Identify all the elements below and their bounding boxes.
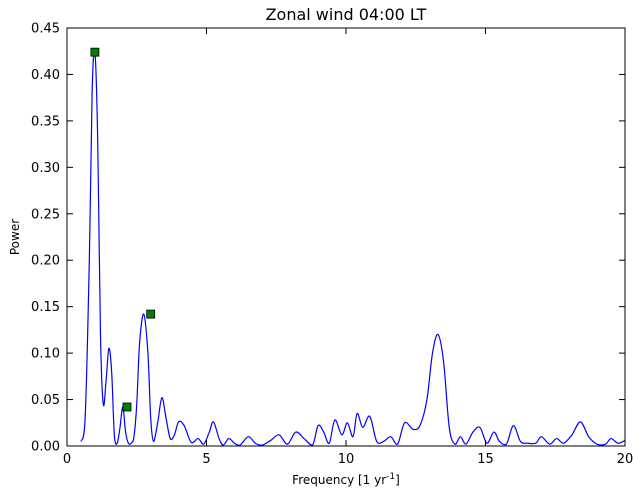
x-axis-label: Frequency [1 yr-1] [292, 472, 400, 487]
power-spectrum-line [80, 49, 626, 446]
y-tick-label: 0.10 [31, 347, 60, 362]
chart-title: Zonal wind 04:00 LT [266, 5, 427, 24]
y-tick-label: 0.35 [31, 114, 60, 129]
peak-marker [146, 309, 156, 319]
y-tick-label: 0.00 [31, 440, 60, 455]
x-tick-label: 5 [202, 452, 210, 467]
x-tick-label: 0 [63, 452, 71, 467]
axis-ticks: 0 5 10 15 20 0.00 0.05 0.10 0.15 0.20 0.25 0.30 0.35… [31, 22, 633, 468]
x-tick-label: 10 [338, 452, 355, 467]
y-axis-label: Power [8, 219, 22, 255]
axes-frame [66, 27, 626, 447]
y-tick-label: 0.15 [31, 300, 60, 315]
y-tick-label: 0.25 [31, 207, 60, 222]
y-tick-label: 0.20 [31, 254, 60, 269]
y-tick-label: 0.40 [31, 68, 60, 83]
y-tick-label: 0.45 [31, 22, 60, 37]
peak-marker [90, 47, 100, 57]
y-tick-label: 0.05 [31, 393, 60, 408]
y-tick-label: 0.30 [31, 161, 60, 176]
x-tick-label: 20 [617, 452, 634, 467]
plot-area [80, 47, 626, 446]
x-tick-label: 15 [477, 452, 494, 467]
peak-marker [122, 402, 132, 412]
